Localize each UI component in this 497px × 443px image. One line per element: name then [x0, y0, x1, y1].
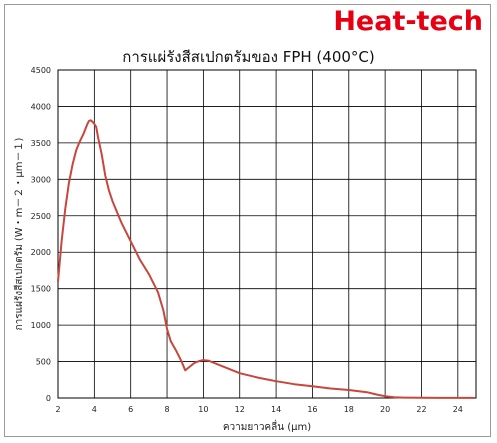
grid-lines	[58, 70, 476, 398]
x-tick-label: 12	[235, 405, 245, 414]
y-tick-label: 2000	[31, 248, 51, 257]
y-tick-label: 3000	[31, 175, 51, 184]
x-tick-label: 14	[271, 405, 281, 414]
brand-logo: Heat-tech	[333, 6, 483, 37]
x-axis-label: ความยาวคลื่น (µm)	[223, 419, 311, 433]
chart-frame	[4, 4, 491, 437]
y-tick-label: 1500	[31, 285, 51, 294]
x-tick-label: 22	[416, 405, 426, 414]
y-tick-label: 3500	[31, 139, 51, 148]
chart-title: การแผ่รังสีสเปกตรัมของ FPH (400°C)	[122, 48, 375, 66]
x-tick-labels: 2 4 6 8 10 12 14 16 18 20 22 24	[55, 405, 462, 414]
y-tick-label: 0	[46, 394, 51, 403]
y-tick-labels: 0 500 1000 1500 2000 2500 3000 3500 4000 4500	[31, 66, 51, 403]
y-tick-label: 4500	[31, 66, 51, 75]
x-tick-label: 2	[55, 405, 60, 414]
plot-area	[57, 69, 477, 399]
y-tick-label: 2500	[31, 212, 51, 221]
x-tick-label: 8	[164, 405, 169, 414]
x-tick-label: 20	[380, 405, 390, 414]
x-tick-label: 4	[92, 405, 97, 414]
y-tick-label: 1000	[31, 321, 51, 330]
x-tick-label: 16	[307, 405, 317, 414]
y-axis-label: การแผ่รังสีสเปกตรัม (W・m－２・µm－１)	[13, 138, 25, 331]
x-tick-label: 18	[344, 405, 354, 414]
y-tick-label: 500	[36, 358, 51, 367]
spectral-curve	[57, 119, 475, 399]
x-tick-label: 24	[453, 405, 463, 414]
y-tick-label: 4000	[31, 102, 51, 111]
x-tick-label: 6	[128, 405, 133, 414]
x-tick-label: 10	[198, 405, 208, 414]
